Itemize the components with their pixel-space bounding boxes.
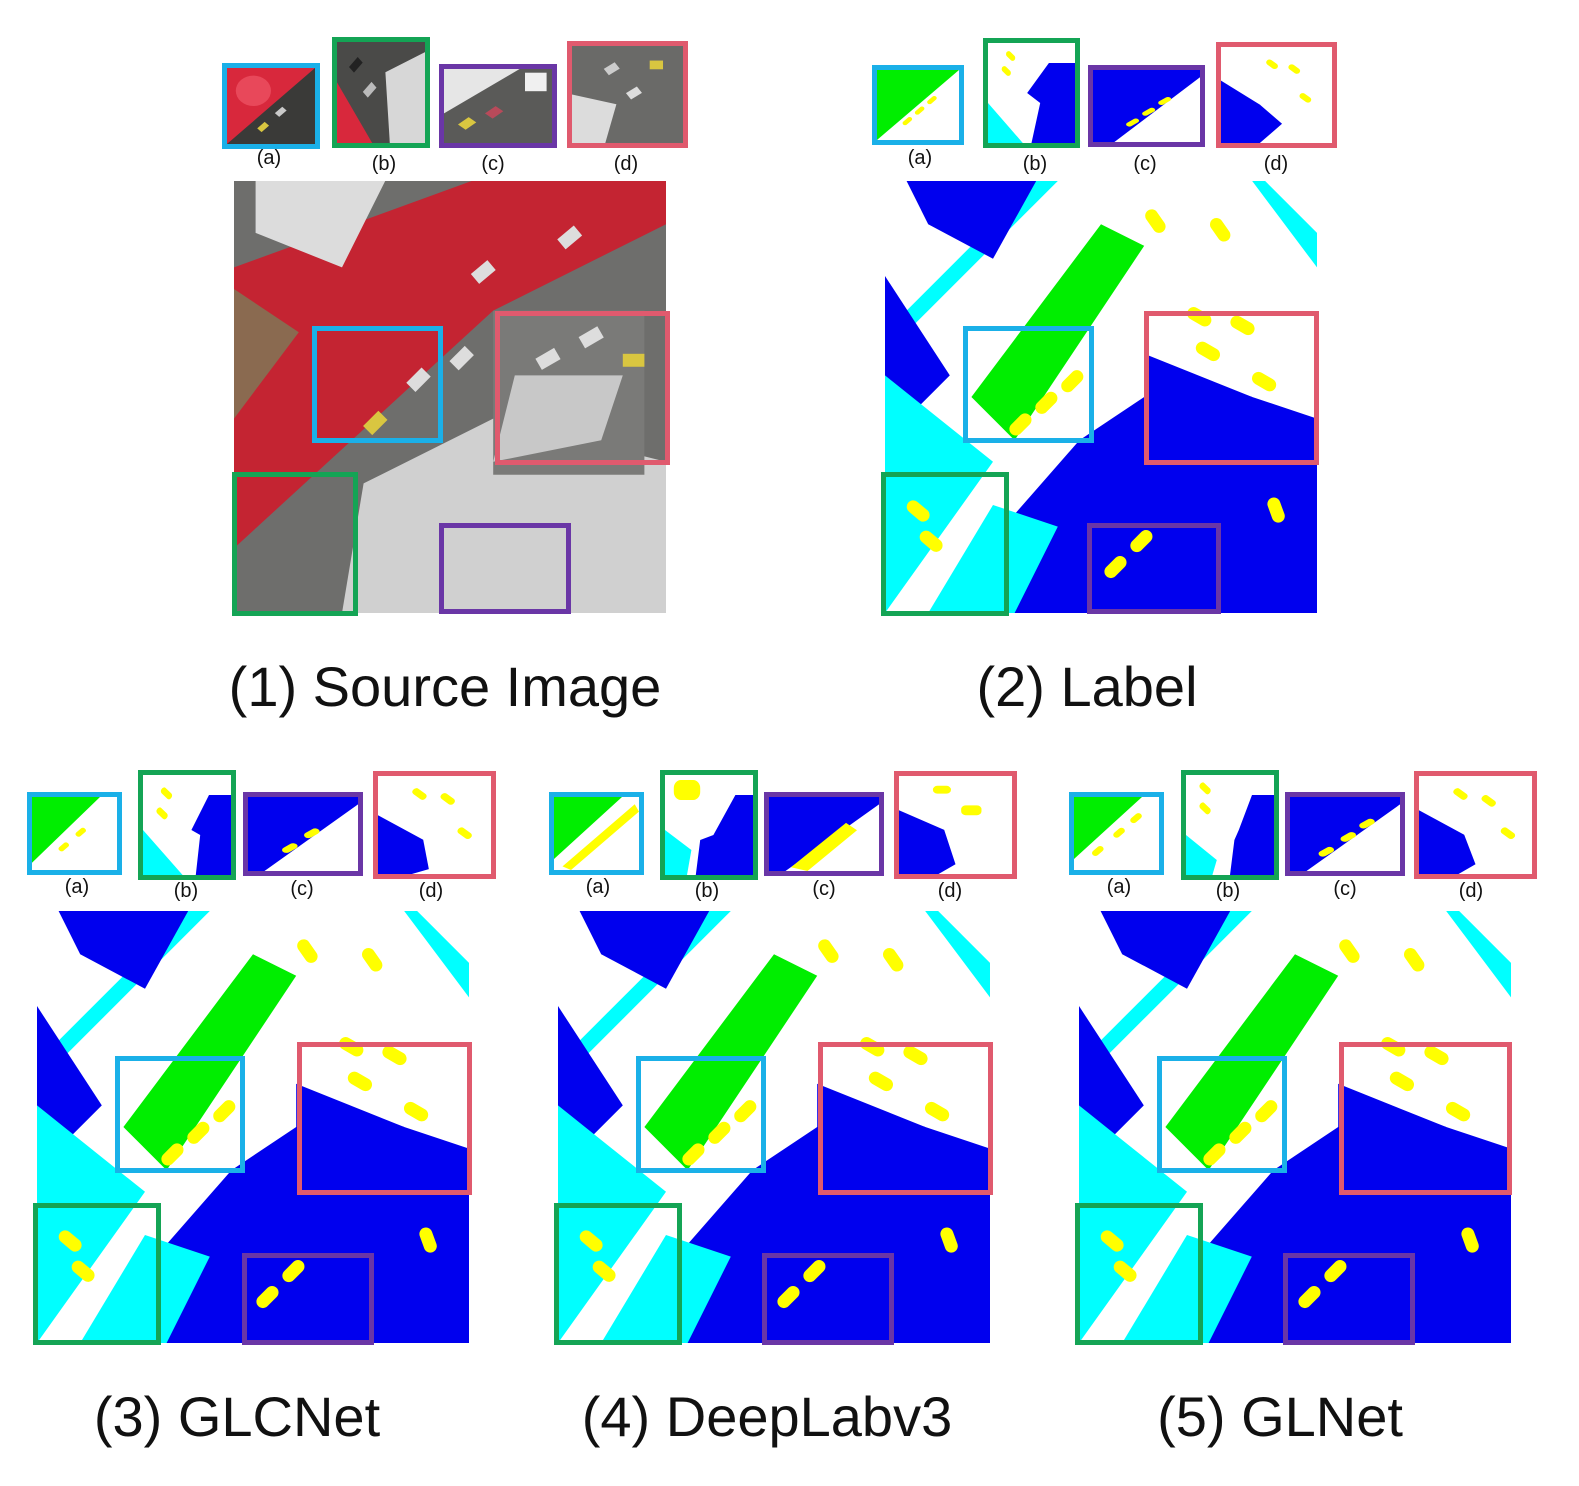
segmentation-crop — [988, 43, 1075, 143]
label-zoom-a — [872, 65, 964, 145]
region-box-a — [963, 326, 1094, 443]
thumb-label-c: (c) — [290, 878, 314, 900]
region-box-c — [439, 523, 571, 614]
thumb-label-b: (b) — [173, 880, 199, 902]
thumb-label-d: (d) — [1458, 880, 1484, 902]
region-box-b — [33, 1203, 161, 1345]
region-box-a — [1157, 1056, 1287, 1173]
label-zoom-b — [983, 38, 1080, 148]
glcnet-segmentation-map — [33, 911, 472, 1345]
thumb-label-a: (a) — [256, 147, 282, 169]
segmentation-crop — [1186, 775, 1274, 875]
segmentation-crop — [899, 776, 1012, 874]
segmentation-crop — [665, 775, 753, 875]
region-box-d — [495, 311, 670, 465]
glcnet-zoom-d — [373, 771, 496, 879]
thumb-label-a: (a) — [64, 876, 90, 898]
glcnet-zoom-a — [27, 792, 122, 875]
segmentation-crop — [143, 775, 231, 875]
segmentation-crop — [248, 797, 358, 871]
glnet-segmentation-map — [1075, 911, 1512, 1345]
thumb-label-b: (b) — [694, 880, 720, 902]
deeplabv3-segmentation-map — [554, 911, 993, 1345]
thumb-label-a: (a) — [585, 876, 611, 898]
thumb-label-c: (c) — [481, 153, 505, 175]
panel-caption: (3) GLCNet — [93, 1385, 381, 1448]
segmentation-crop — [378, 776, 491, 874]
region-box-c — [1283, 1253, 1415, 1345]
region-box-a — [312, 326, 443, 443]
region-box-c — [242, 1253, 374, 1345]
source-zoom-b — [332, 37, 430, 148]
deeplab-zoom-a — [549, 792, 644, 875]
region-box-d — [1339, 1042, 1512, 1195]
thumb-label-b: (b) — [1022, 153, 1048, 175]
label-zoom-c — [1088, 65, 1205, 147]
source-zoom-c — [439, 64, 557, 148]
glnet-zoom-b — [1181, 770, 1279, 880]
glcnet-zoom-c — [243, 792, 363, 876]
region-box-d — [297, 1042, 472, 1195]
thumb-label-b: (b) — [371, 153, 397, 175]
source-zoom-a — [222, 63, 320, 149]
glcnet-zoom-b — [138, 770, 236, 880]
region-box-d — [1144, 311, 1319, 465]
aerial-photo — [234, 181, 666, 613]
region-box-a — [115, 1056, 245, 1173]
thumb-label-c: (c) — [1333, 878, 1357, 900]
region-box-d — [818, 1042, 993, 1195]
segmentation-crop — [1290, 797, 1400, 871]
region-box-c — [762, 1253, 894, 1345]
region-box-b — [554, 1203, 682, 1345]
thumb-label-d: (d) — [418, 880, 444, 902]
region-box-b — [232, 472, 358, 616]
thumb-label-d: (d) — [937, 880, 963, 902]
panel-caption: (5) GLNet — [1157, 1385, 1403, 1448]
segmentation-crop — [32, 797, 117, 870]
aerial-photo-crop — [444, 69, 552, 143]
glnet-zoom-a — [1069, 792, 1164, 875]
aerial-photo-crop — [572, 46, 683, 143]
region-box-b — [1075, 1203, 1203, 1345]
label-segmentation-map — [881, 181, 1319, 616]
segmentation-crop — [1074, 797, 1159, 870]
segmentation-crop — [877, 70, 959, 140]
thumb-label-b: (b) — [1215, 880, 1241, 902]
panel-caption: (1) Source Image — [228, 655, 662, 718]
aerial-photo-crop — [337, 42, 425, 143]
thumb-label-d: (d) — [1263, 153, 1289, 175]
deeplab-zoom-c — [764, 792, 884, 876]
segmentation-map — [885, 181, 1317, 613]
segmentation-crop — [1221, 47, 1332, 143]
glnet-zoom-d — [1414, 771, 1537, 879]
aerial-photo-crop — [227, 68, 315, 144]
deeplab-zoom-b — [660, 770, 758, 880]
thumb-label-a: (a) — [907, 147, 933, 169]
thumb-label-c: (c) — [812, 878, 836, 900]
segmentation-crop — [1093, 70, 1200, 142]
deeplab-zoom-d — [894, 771, 1017, 879]
segmentation-crop — [554, 797, 639, 870]
segmentation-crop — [1419, 776, 1532, 874]
source-zoom-d — [567, 41, 688, 148]
region-box-a — [636, 1056, 766, 1173]
thumb-label-d: (d) — [613, 153, 639, 175]
segmentation-map — [1079, 911, 1511, 1343]
thumb-label-c: (c) — [1133, 153, 1157, 175]
region-box-c — [1087, 523, 1221, 614]
segmentation-map — [37, 911, 469, 1343]
segmentation-crop — [769, 797, 879, 871]
glnet-zoom-c — [1285, 792, 1405, 876]
thumb-label-a: (a) — [1106, 876, 1132, 898]
panel-caption: (4) DeepLabv3 — [581, 1385, 953, 1448]
source-aerial-image — [232, 181, 670, 616]
panel-caption: (2) Label — [976, 655, 1198, 718]
region-box-b — [881, 472, 1009, 616]
label-zoom-d — [1216, 42, 1337, 148]
